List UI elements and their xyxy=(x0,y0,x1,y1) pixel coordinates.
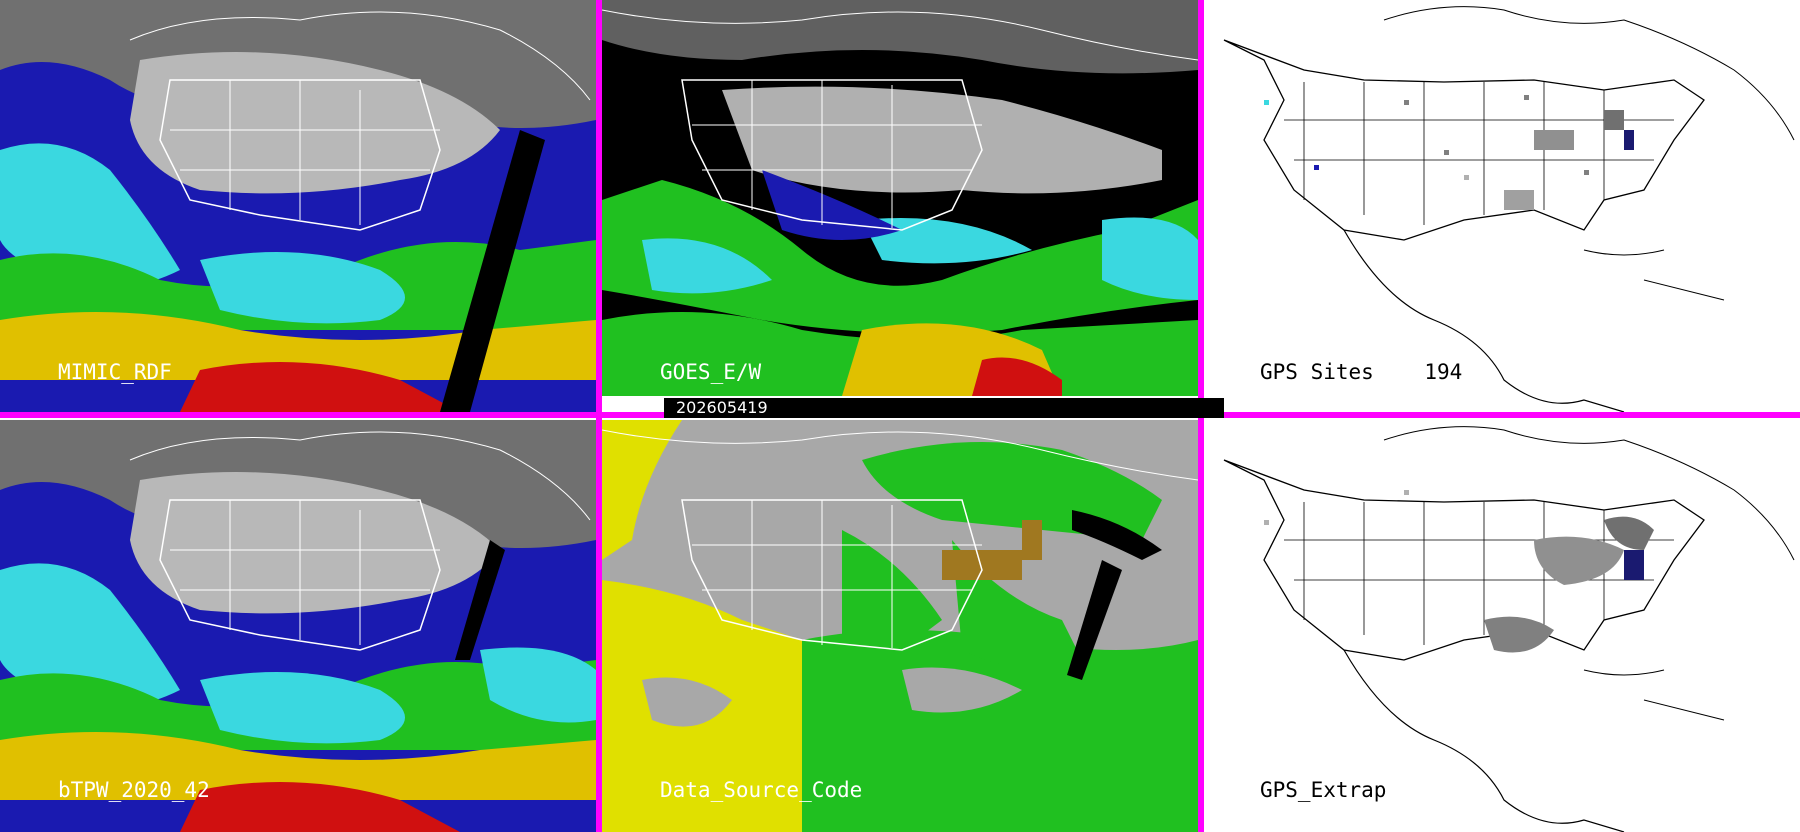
panel-gps-extrap: GPS_Extrap xyxy=(1204,420,1800,832)
panel-btpw: bTPW_2020_42 xyxy=(0,420,596,832)
gps-sites-title: GPS Sites xyxy=(1260,360,1374,384)
panel-gps-sites: GPS Sites 194 xyxy=(1204,0,1800,412)
panel-label-mimic: MIMIC_RDF xyxy=(58,360,172,384)
panel-label-data-source: Data_Source_Code xyxy=(660,778,863,802)
panel-data-source: Data_Source_Code xyxy=(602,420,1198,832)
gps-sites-map xyxy=(1204,0,1800,412)
tpw-map-mimic xyxy=(0,0,596,412)
panel-label-btpw: bTPW_2020_42 xyxy=(58,778,210,802)
gps-sites-count: 194 xyxy=(1424,360,1463,384)
panel-goes: GOES_E/W xyxy=(602,0,1198,396)
gps-extrap-map xyxy=(1204,420,1800,832)
panel-mimic-rdf: MIMIC_RDF xyxy=(0,0,596,412)
panel-label-goes: GOES_E/W xyxy=(660,360,762,384)
panel-label-gps-extrap: GPS_Extrap xyxy=(1260,778,1387,802)
panel-label-gps-sites: GPS Sites 194 xyxy=(1260,360,1462,384)
tpw-map-btpw xyxy=(0,420,596,832)
timestamp-bar: 202605419 xyxy=(664,398,1224,418)
tpw-map-goes xyxy=(602,0,1198,396)
data-source-map xyxy=(602,420,1198,832)
